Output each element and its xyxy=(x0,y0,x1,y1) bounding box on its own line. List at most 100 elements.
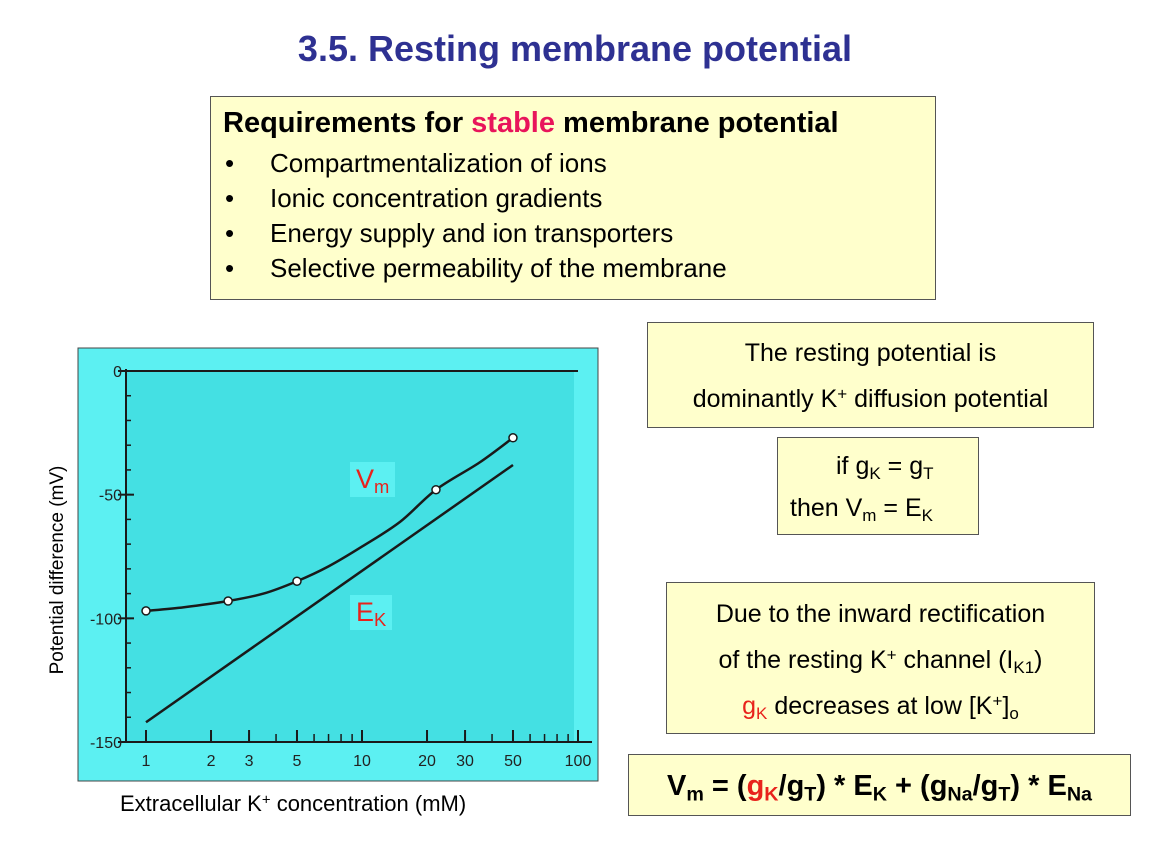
x-axis-label: Extracellular K+ concentration (mM) xyxy=(120,791,466,817)
x-tick-label: 100 xyxy=(565,753,592,770)
x-tick-label: 5 xyxy=(293,753,302,770)
eq-slash1: /g xyxy=(778,770,805,802)
axes xyxy=(125,369,592,743)
rect-l3-sub: o xyxy=(1009,703,1019,723)
list-item: • Selective permeability of the membrane xyxy=(223,251,923,286)
cond-if: if g xyxy=(836,452,870,480)
data-point-vm xyxy=(508,433,518,443)
eq-ek-sub: K xyxy=(872,783,887,806)
y-tick-label: -100 xyxy=(90,611,122,628)
rect-l3-g: g xyxy=(742,692,757,720)
list-item-text: Ionic concentration gradients xyxy=(270,183,603,213)
list-item: • Energy supply and ion transporters xyxy=(223,216,923,251)
vm-main: V xyxy=(356,464,375,494)
rect-line2: of the resting K+ channel (IK1) xyxy=(667,637,1094,683)
rect-l2-pre: of the resting K xyxy=(718,646,887,674)
resting-potential-note: The resting potential is dominantly K+ d… xyxy=(647,322,1094,428)
vm-sub: m xyxy=(374,476,390,498)
y-tick-label: -150 xyxy=(90,735,122,752)
rect-l2-sub: K1 xyxy=(1013,657,1035,677)
rect-l3-close: ] xyxy=(1002,692,1010,720)
ek-main: E xyxy=(356,597,375,627)
rect-line1: Due to the inward rectification xyxy=(715,600,1046,628)
cond-gk-sub: K xyxy=(869,463,881,483)
eq-v: V xyxy=(666,770,687,802)
requirements-list: • Compartmentalization of ions • Ionic con… xyxy=(223,146,923,286)
series-line-vm xyxy=(145,436,514,613)
eq-slash2: /g xyxy=(972,770,999,802)
condition-if-line: if gK = gT xyxy=(778,445,978,487)
eq-plus: + (g xyxy=(886,770,948,802)
heading-highlight: stable xyxy=(471,107,555,139)
bullet-icon: • xyxy=(225,218,235,248)
y-tick-label: -50 xyxy=(99,488,122,505)
rect-l3-sup: + xyxy=(992,691,1003,711)
cond-gt-sub: T xyxy=(923,463,934,483)
slide-title: 3.5. Resting membrane potential xyxy=(297,28,853,69)
eq-gk-sub: K xyxy=(764,783,779,806)
eq-times2: ) * E xyxy=(1010,770,1067,802)
x-tick-label: 1 xyxy=(142,753,151,770)
x-tick-label: 50 xyxy=(504,753,522,770)
list-item: • Ionic concentration gradients xyxy=(223,181,923,216)
bullet-icon: • xyxy=(225,148,235,178)
bullet-icon: • xyxy=(225,253,235,283)
list-item-text: Selective permeability of the membrane xyxy=(270,253,727,283)
eq-v-sub: m xyxy=(686,783,704,806)
heading-post: membrane potential xyxy=(555,107,839,139)
cond-eq: = g xyxy=(880,452,924,480)
data-point-vm xyxy=(223,596,233,606)
data-point-vm xyxy=(431,484,441,495)
cond-vm-sub: m xyxy=(862,505,877,525)
rectification-note: Due to the inward rectification of the r… xyxy=(666,582,1095,734)
requirements-box: Requirements for stable membrane potenti… xyxy=(210,96,936,300)
ticks: 0 -50 -100 -150 1 2 3 5 10 20 30 50 100 xyxy=(90,364,591,770)
y-tick-label: 0 xyxy=(113,364,122,381)
list-item-text: Compartmentalization of ions xyxy=(270,148,607,178)
condition-then-line: then Vm = EK xyxy=(778,487,978,529)
eq-gna-sub: Na xyxy=(947,783,973,806)
requirements-heading: Requirements for stable membrane potenti… xyxy=(223,107,923,140)
x-label-sup: + xyxy=(261,791,271,809)
eq-times1: ) * E xyxy=(816,770,873,802)
resting-line2: dominantly K+ diffusion potential xyxy=(648,376,1093,422)
x-tick-label: 3 xyxy=(245,753,254,770)
heading-pre: Requirements for xyxy=(223,107,472,139)
data-point-vm xyxy=(141,606,151,616)
x-tick-label: 2 xyxy=(207,753,216,770)
series-label-ek: EK xyxy=(350,595,393,631)
y-axis-label: Potential difference (mV) xyxy=(47,465,68,675)
plot-area xyxy=(126,371,574,742)
eq-gt-sub1: T xyxy=(804,783,817,806)
series-line-ek xyxy=(145,463,514,724)
rect-l2-post: ) xyxy=(1034,646,1043,674)
resting-line2-sup: + xyxy=(837,384,848,404)
cond-then: then V xyxy=(790,494,863,522)
rect-l2-sup: + xyxy=(886,645,897,665)
rect-line3: gK decreases at low [K+]o xyxy=(667,683,1094,729)
rect-l3-mid: decreases at low [K xyxy=(767,692,993,720)
eq-ena-sub: Na xyxy=(1066,783,1093,806)
x-label-pre: Extracellular K xyxy=(120,791,262,816)
series xyxy=(141,433,518,724)
x-tick-label: 10 xyxy=(353,753,371,770)
eq-gt-sub2: T xyxy=(998,783,1011,806)
series-label-vm: Vm xyxy=(350,462,396,498)
eq-open: = ( xyxy=(703,770,747,802)
equation-box: Vm = (gK/gT) * EK + (gNa/gT) * ENa xyxy=(628,754,1131,816)
x-tick-label: 20 xyxy=(418,753,436,770)
resting-line2-pre: dominantly K xyxy=(692,385,838,413)
ek-sub: K xyxy=(374,609,387,631)
rect-l3-gsub: K xyxy=(756,703,768,723)
list-item: • Compartmentalization of ions xyxy=(223,146,923,181)
bullet-icon: • xyxy=(225,183,235,213)
rect-l2-mid: channel (I xyxy=(896,646,1014,674)
cond-ek-sub: K xyxy=(921,505,933,525)
cond-eq2: = E xyxy=(876,494,922,522)
data-point-vm xyxy=(292,576,302,586)
condition-box: if gK = gT then Vm = EK xyxy=(777,437,979,535)
resting-line1: The resting potential is xyxy=(744,339,997,367)
resting-line2-post: diffusion potential xyxy=(847,385,1049,413)
eq-gk: g xyxy=(746,770,765,802)
